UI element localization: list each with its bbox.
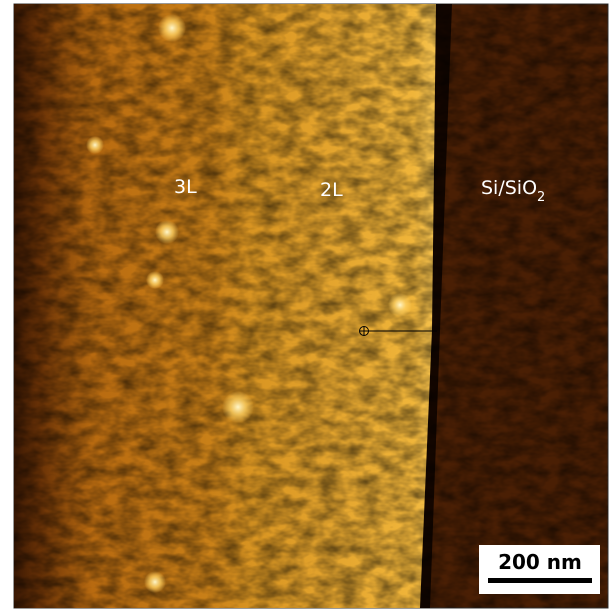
label-3l: 3L [174, 176, 197, 198]
scale-bar-label: 200 nm [498, 550, 582, 574]
substrate-text: Si/SiO [481, 177, 537, 199]
afm-image: 3L 2L Si/SiO2 200 nm [0, 0, 611, 612]
texture [14, 4, 608, 608]
substrate-subscript: 2 [537, 190, 545, 205]
scale-bar: 200 nm [479, 545, 600, 594]
label-2l: 2L [320, 179, 343, 201]
